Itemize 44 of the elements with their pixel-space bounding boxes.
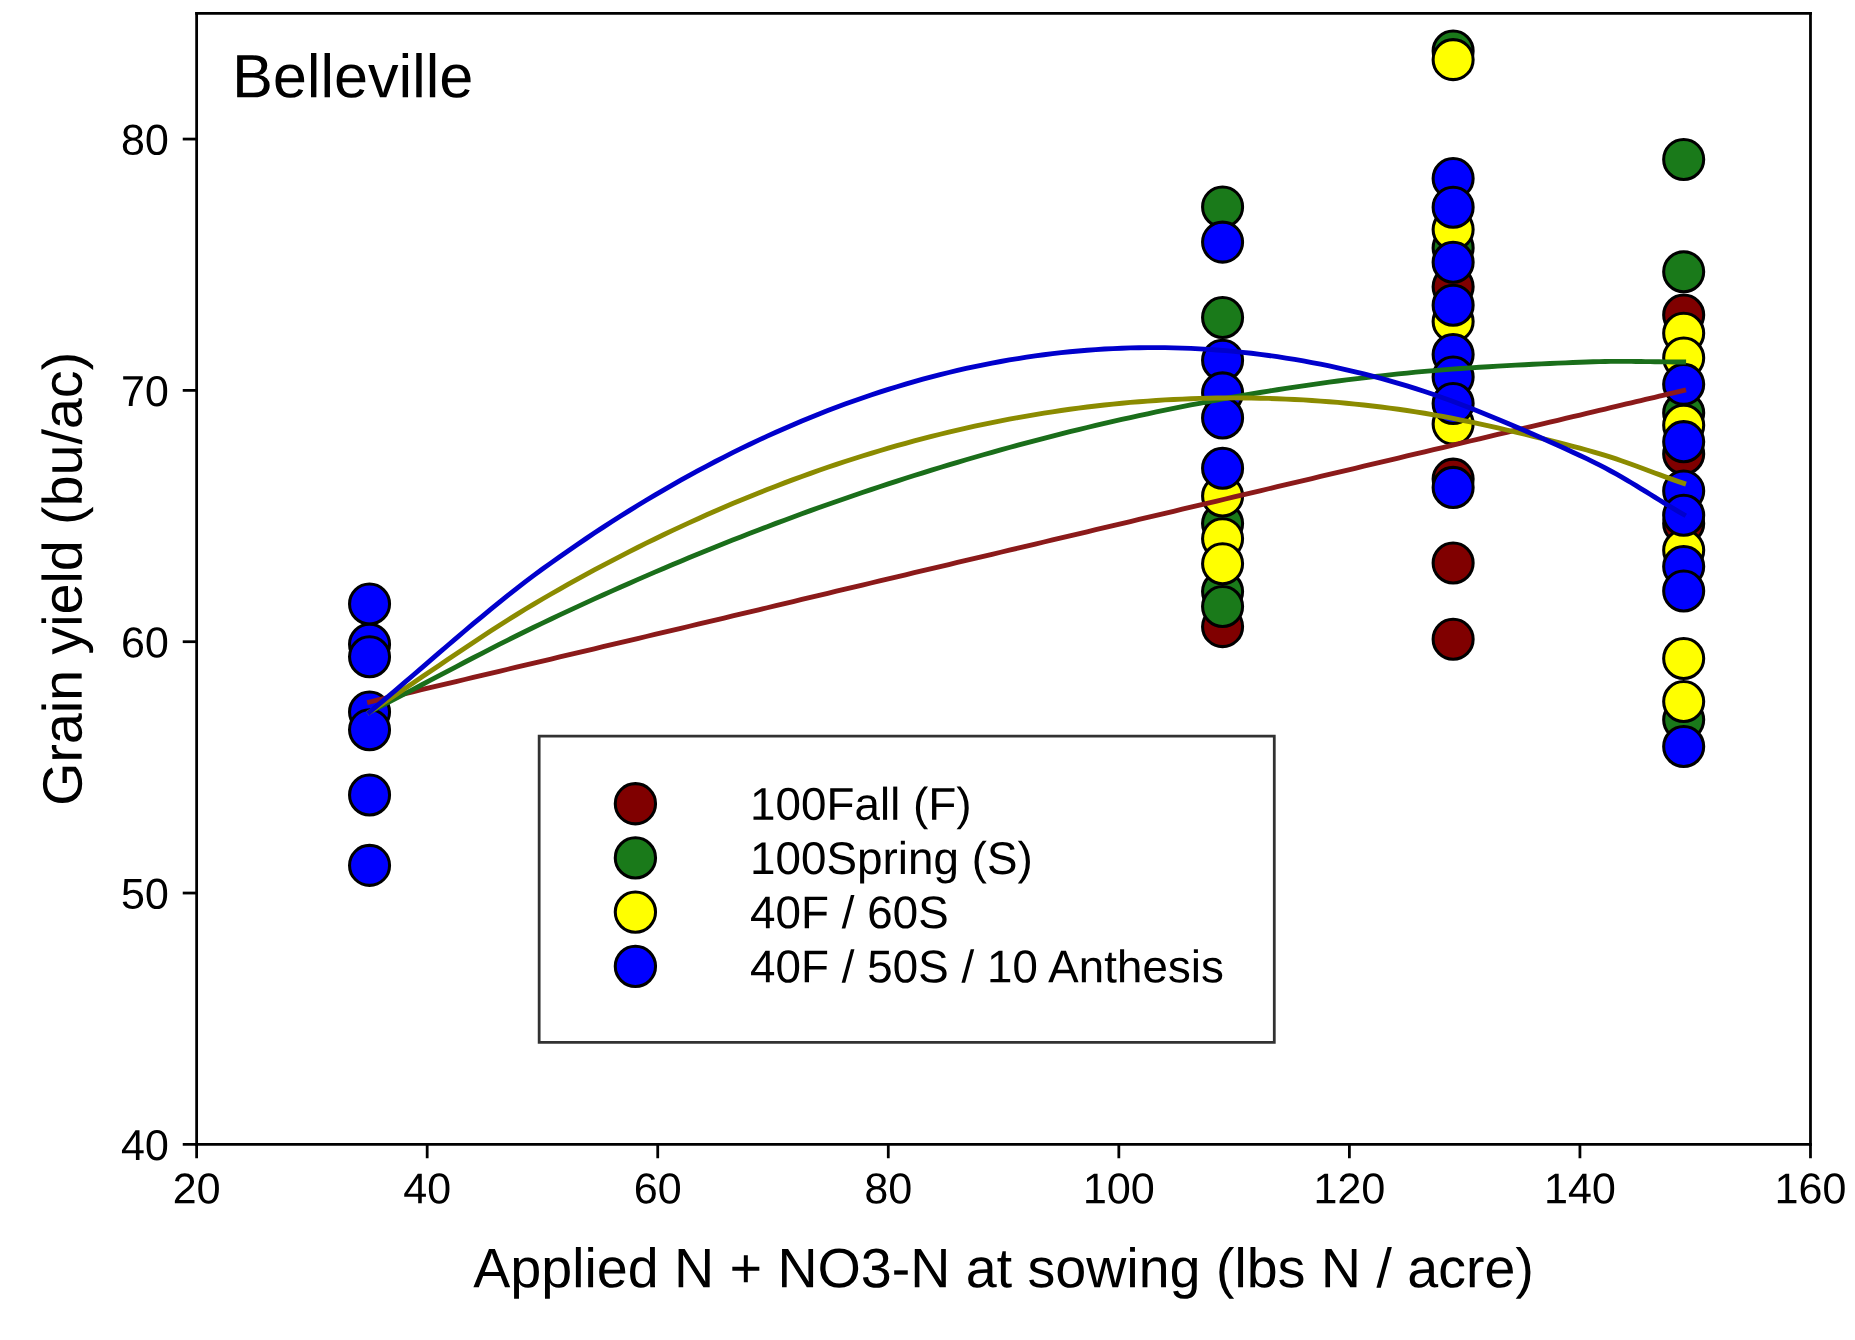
point bbox=[1662, 362, 1706, 406]
point bbox=[1662, 679, 1706, 724]
y-axis-title: Grain yield (bu/ac) bbox=[41, 355, 94, 804]
point bbox=[1662, 420, 1706, 464]
y-tick-label: 80 bbox=[122, 124, 168, 156]
point bbox=[1662, 724, 1706, 769]
point bbox=[348, 773, 392, 817]
point bbox=[348, 708, 392, 752]
point bbox=[348, 843, 392, 887]
x-tick-label: 60 bbox=[635, 1173, 680, 1204]
y-tick-label: 50 bbox=[122, 878, 168, 910]
point bbox=[1201, 220, 1245, 264]
y-tick-label: 70 bbox=[123, 375, 168, 407]
x-tick-label: 160 bbox=[1777, 1173, 1845, 1204]
point bbox=[1201, 542, 1245, 586]
point bbox=[1431, 283, 1475, 327]
x-tick-label: 40 bbox=[404, 1173, 450, 1204]
point bbox=[1201, 446, 1245, 490]
x-tick-label: 120 bbox=[1316, 1173, 1384, 1204]
point bbox=[1431, 185, 1475, 229]
point bbox=[1431, 465, 1475, 509]
point bbox=[1662, 137, 1706, 181]
point bbox=[1662, 250, 1706, 294]
legend-label: 40F / 60S bbox=[751, 894, 947, 929]
x-tick-label: 100 bbox=[1086, 1173, 1154, 1204]
x-tick-label: 20 bbox=[174, 1173, 219, 1204]
x-axis-title: Applied N + NO3-N at sowing (lbs N / acre) bbox=[473, 1247, 1531, 1299]
point bbox=[1201, 295, 1245, 340]
point bbox=[348, 582, 392, 626]
legend-label: 100Spring (S) bbox=[753, 840, 1030, 884]
point bbox=[348, 635, 392, 679]
x-tick-label: 140 bbox=[1547, 1173, 1615, 1204]
x-tick-label: 80 bbox=[866, 1173, 911, 1204]
point bbox=[1201, 584, 1245, 629]
point bbox=[1662, 637, 1706, 681]
point bbox=[1431, 38, 1475, 82]
point bbox=[1431, 617, 1475, 661]
y-tick-label: 40 bbox=[121, 1129, 168, 1161]
text: Belleville bbox=[237, 52, 471, 98]
legend-label: 100Fall (F) bbox=[753, 786, 969, 830]
y-tick-label: 60 bbox=[123, 627, 168, 658]
point bbox=[1431, 541, 1475, 585]
legend-label: 40F / 50S / 10 Anthesis bbox=[751, 949, 1223, 983]
point bbox=[1662, 569, 1706, 613]
